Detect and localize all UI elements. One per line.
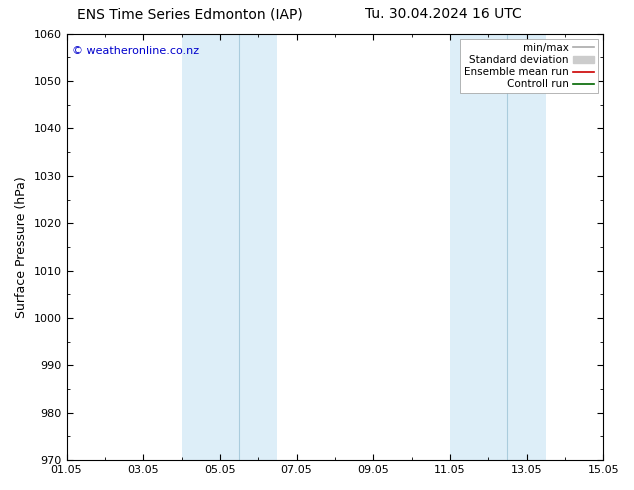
Bar: [450, 34, 546, 460]
Text: © weatheronline.co.nz: © weatheronline.co.nz: [72, 47, 199, 56]
Y-axis label: Surface Pressure (hPa): Surface Pressure (hPa): [15, 176, 28, 318]
Legend: min/max, Standard deviation, Ensemble mean run, Controll run: min/max, Standard deviation, Ensemble me…: [460, 39, 598, 94]
Text: ENS Time Series Edmonton (IAP): ENS Time Series Edmonton (IAP): [77, 7, 303, 22]
Text: Tu. 30.04.2024 16 UTC: Tu. 30.04.2024 16 UTC: [365, 7, 522, 22]
Bar: [181, 34, 277, 460]
